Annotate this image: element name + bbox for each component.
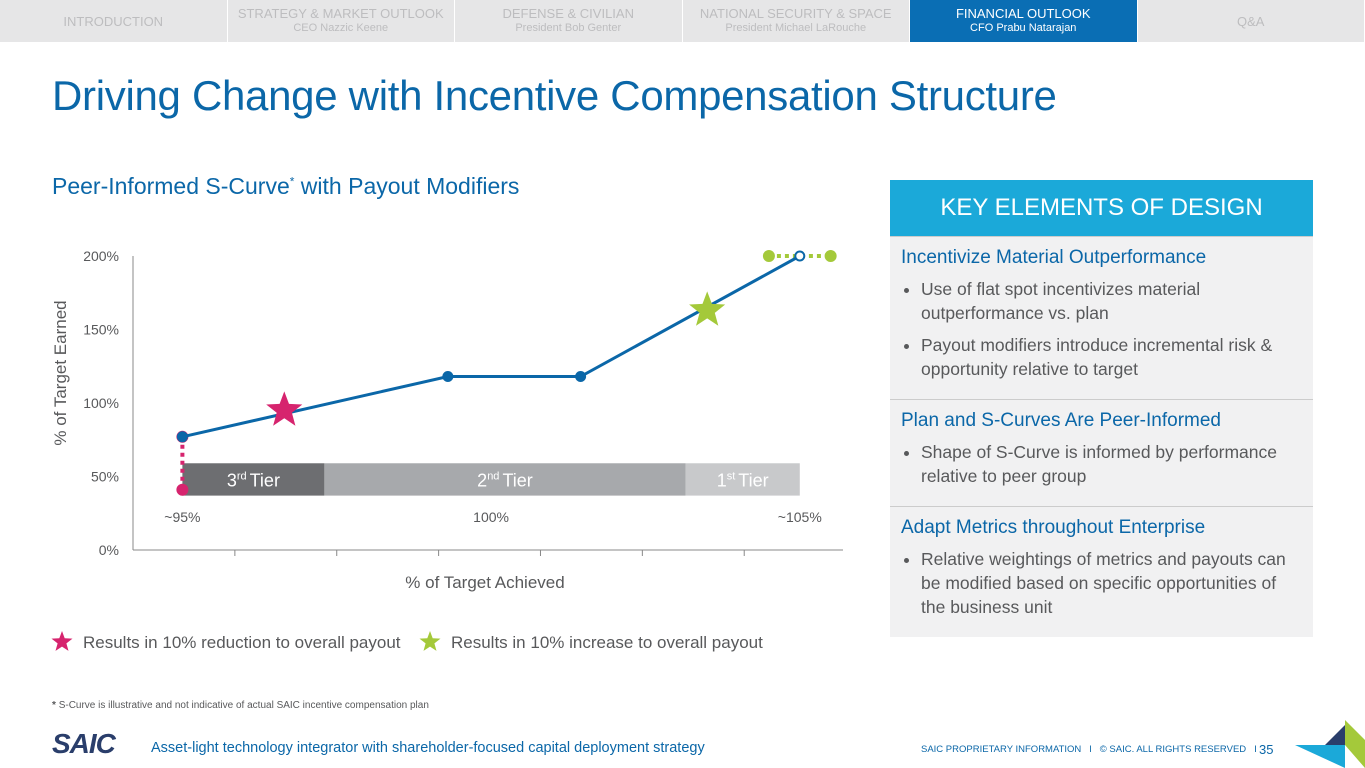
tier-label: 1st Tier — [717, 470, 769, 490]
tab-sub: President Bob Genter — [515, 22, 622, 34]
x-axis-title: % of Target Achieved — [405, 573, 564, 592]
tier-word: Tier — [250, 470, 280, 490]
key-elements-panel: KEY ELEMENTS OF DESIGN Incentivize Mater… — [890, 180, 1313, 637]
page-number: 35 — [1259, 742, 1274, 757]
tier-suffix: nd — [487, 470, 499, 482]
tab-title: NATIONAL SECURITY & SPACE — [699, 6, 892, 21]
line-point — [442, 371, 454, 383]
line-point — [176, 431, 188, 443]
section-heading: Adapt Metrics throughout Enterprise — [901, 517, 1206, 538]
tier-bar — [685, 463, 800, 496]
annotation: 100% — [473, 509, 509, 525]
tier-suffix: rd — [237, 470, 247, 482]
tab-title: DEFENSE & CIVILIAN — [502, 6, 634, 21]
tier-ordinal: 1 — [717, 470, 727, 490]
tier-label: 2nd Tier — [477, 470, 533, 490]
bullet: Relative weightings of metrics and payou… — [921, 547, 1303, 619]
y-tick-label: 50% — [91, 469, 119, 485]
tab-sub: President Michael LaRouche — [725, 22, 867, 34]
extension-dot — [824, 250, 837, 262]
tier-word: Tier — [738, 470, 768, 490]
page-title: Driving Change with Incentive Compensati… — [52, 72, 1057, 119]
tab-title: FINANCIAL OUTLOOK — [955, 6, 1091, 21]
nav-tab[interactable]: STRATEGY & MARKET OUTLOOK CEO Nazzic Keen… — [228, 0, 455, 42]
footnote-text: S-Curve is illustrative and not indicati… — [58, 700, 429, 711]
legend-label: Results in 10% reduction to overall payo… — [83, 633, 401, 652]
tier-word: Tier — [502, 470, 532, 490]
y-tick-label: 0% — [99, 542, 119, 558]
tier-ordinal: 2 — [477, 470, 487, 490]
footnote-mark: * — [52, 700, 56, 711]
star-marker — [689, 291, 726, 326]
logo: SAIC — [52, 728, 116, 759]
y-tick-label: 150% — [83, 322, 119, 338]
line-point — [794, 250, 806, 262]
tab-title: Q&A — [1237, 13, 1265, 29]
tab-title: STRATEGY & MARKET OUTLOOK — [237, 6, 444, 21]
tier-bar — [182, 463, 325, 496]
corner-graphic — [1295, 720, 1365, 768]
nav-tab[interactable]: INTRODUCTION — [0, 0, 228, 42]
tier-suffix: st — [727, 470, 736, 482]
bullet: Payout modifiers introduce incremental r… — [921, 333, 1303, 381]
chart-title-mark: * — [289, 174, 295, 189]
legend-symbol — [419, 631, 441, 651]
nav-tab[interactable]: DEFENSE & CIVILIAN President Bob Genter — [455, 0, 683, 42]
footnote: * S-Curve is illustrative and not indica… — [52, 700, 429, 711]
nav-tab[interactable]: Q&A — [1138, 0, 1365, 42]
panel-section: Incentivize Material Outperformance Use o… — [890, 236, 1313, 399]
proprietary: SAIC PROPRIETARY INFORMATION — [921, 744, 1082, 755]
tab-sub: CEO Nazzic Keene — [293, 22, 389, 34]
section-heading: Plan and S-Curves Are Peer-Informed — [901, 410, 1221, 431]
y-tick-label: 100% — [83, 395, 119, 411]
chart-title: Peer-Informed S-Curve* with Payout Modif… — [52, 173, 519, 200]
y-axis-title: % of Target Earned — [51, 300, 70, 445]
bullet: Use of flat spot incentivizes material o… — [921, 277, 1303, 325]
annotation: ~95% — [164, 509, 200, 525]
footer-info: SAIC PROPRIETARY INFORMATION I © SAIC. A… — [921, 744, 1257, 755]
chart-title-rest: with Payout Modifiers — [294, 173, 520, 199]
tab-title: INTRODUCTION — [63, 13, 164, 29]
line-point — [575, 371, 587, 383]
chart-title-text: Peer-Informed S-Curve — [52, 173, 290, 199]
tier-ordinal: 3 — [227, 470, 237, 490]
annotation: ~105% — [778, 509, 822, 525]
legend-symbol — [51, 631, 73, 651]
panel-section: Plan and S-Curves Are Peer-Informed Shape… — [890, 399, 1313, 506]
star-marker — [266, 391, 303, 426]
panel-header: KEY ELEMENTS OF DESIGN — [890, 180, 1313, 236]
bullet: Shape of S-Curve is informed by performa… — [921, 440, 1303, 488]
copyright: © SAIC. ALL RIGHTS RESERVED — [1099, 744, 1247, 755]
tier-bar — [324, 463, 686, 496]
panel-section: Adapt Metrics throughout Enterprise Relat… — [890, 506, 1313, 637]
nav-tab[interactable]: FINANCIAL OUTLOOK CFO Prabu Natarajan — [910, 0, 1138, 42]
y-tick-label: 200% — [83, 248, 119, 264]
tier-label: 3rd Tier — [227, 470, 280, 490]
legend-label: Results in 10% increase to overall payou… — [451, 633, 763, 652]
chart: 0% 50% 100% 150% 200% % of Target Achieved % o… — [51, 248, 843, 652]
extension-dot — [176, 483, 189, 496]
nav-tab[interactable]: NATIONAL SECURITY & SPACE President Micha… — [683, 0, 910, 42]
extension-dot — [762, 250, 775, 262]
section-heading: Incentivize Material Outperformance — [901, 247, 1207, 268]
tagline: Asset-light technology integrator with s… — [151, 740, 705, 756]
tab-sub: CFO Prabu Natarajan — [970, 22, 1077, 34]
line — [182, 254, 801, 439]
